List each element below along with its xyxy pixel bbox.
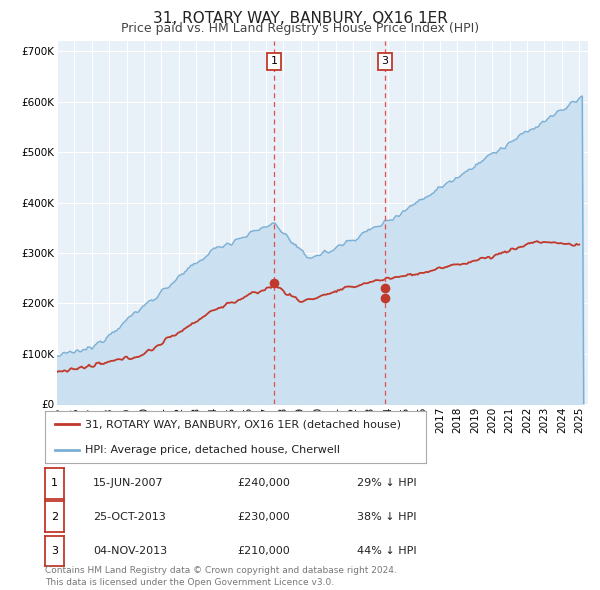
Text: HPI: Average price, detached house, Cherwell: HPI: Average price, detached house, Cher…: [85, 445, 340, 455]
Text: 1: 1: [51, 478, 58, 488]
Text: 44% ↓ HPI: 44% ↓ HPI: [357, 546, 416, 556]
Text: 3: 3: [51, 546, 58, 556]
Text: 15-JUN-2007: 15-JUN-2007: [93, 478, 164, 488]
Text: Price paid vs. HM Land Registry's House Price Index (HPI): Price paid vs. HM Land Registry's House …: [121, 22, 479, 35]
Text: £240,000: £240,000: [237, 478, 290, 488]
Text: 2: 2: [51, 512, 58, 522]
Text: 25-OCT-2013: 25-OCT-2013: [93, 512, 166, 522]
Text: Contains HM Land Registry data © Crown copyright and database right 2024.
This d: Contains HM Land Registry data © Crown c…: [45, 566, 397, 587]
Text: 1: 1: [271, 57, 277, 67]
Text: 31, ROTARY WAY, BANBURY, OX16 1ER (detached house): 31, ROTARY WAY, BANBURY, OX16 1ER (detac…: [85, 419, 401, 429]
Text: £230,000: £230,000: [237, 512, 290, 522]
Text: £210,000: £210,000: [237, 546, 290, 556]
Text: 04-NOV-2013: 04-NOV-2013: [93, 546, 167, 556]
Text: 38% ↓ HPI: 38% ↓ HPI: [357, 512, 416, 522]
Text: 3: 3: [382, 57, 389, 67]
Text: 29% ↓ HPI: 29% ↓ HPI: [357, 478, 416, 488]
Text: 31, ROTARY WAY, BANBURY, OX16 1ER: 31, ROTARY WAY, BANBURY, OX16 1ER: [152, 11, 448, 25]
